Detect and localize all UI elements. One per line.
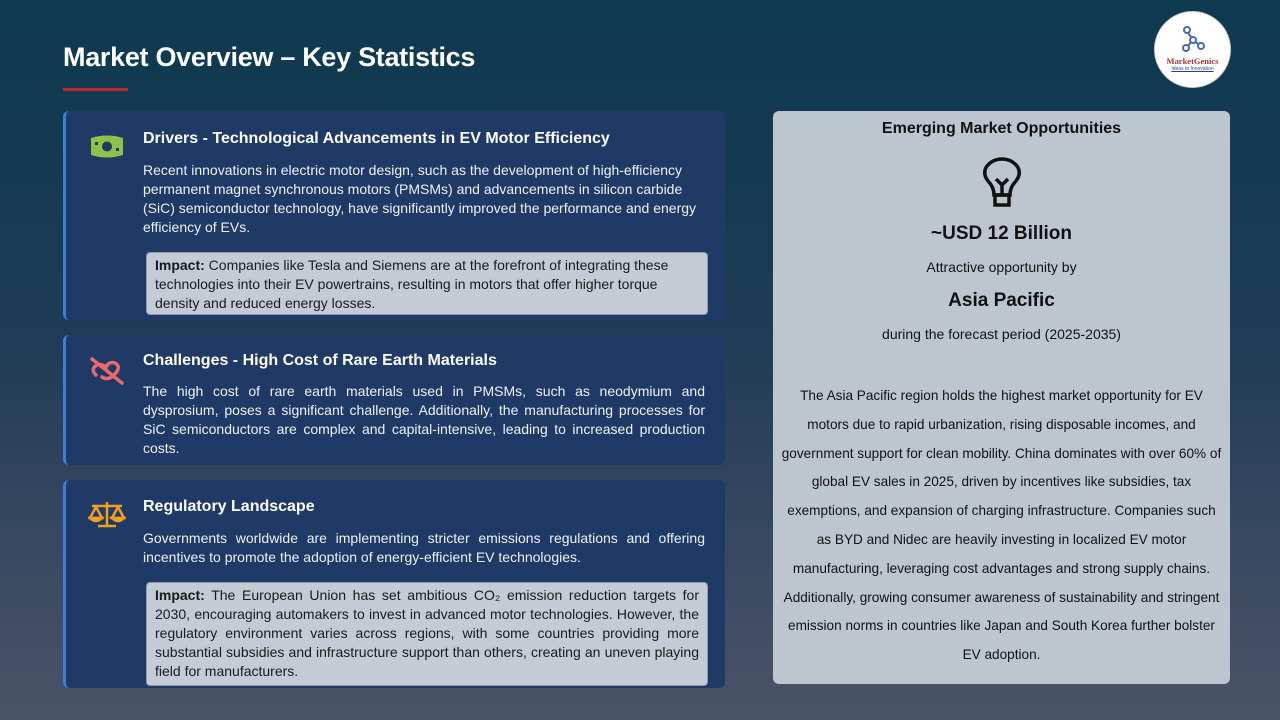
- drivers-card: Drivers - Technological Advancements in …: [63, 111, 725, 320]
- lightbulb-icon: [983, 157, 1021, 207]
- broken-link-icon: [90, 357, 124, 385]
- impact-box: Impact: Companies like Tesla and Siemens…: [146, 252, 708, 315]
- impact-label: Impact:: [155, 257, 205, 273]
- opportunity-panel: Emerging Market Opportunities ~USD 12 Bi…: [773, 111, 1230, 684]
- card-body: Governments worldwide are implementing s…: [143, 530, 705, 565]
- impact-box: Impact: The European Union has set ambit…: [146, 582, 708, 686]
- panel-title: Emerging Market Opportunities: [881, 120, 1122, 137]
- company-logo: MarketGenics Ideas to Innovation: [1154, 11, 1231, 88]
- title-underline: [63, 88, 128, 91]
- card-heading: Drivers - Technological Advancements in …: [143, 130, 610, 147]
- molecule-icon: [1181, 26, 1205, 52]
- impact-text: The European Union has set ambitious CO₂…: [155, 587, 699, 679]
- page-title: Market Overview – Key Statistics: [63, 42, 476, 72]
- logo-name: MarketGenics: [1166, 56, 1219, 66]
- card-body: Recent innovations in electric motor des…: [143, 162, 697, 235]
- scales-icon: [88, 502, 126, 528]
- opportunity-description: The Asia Pacific region holds the highes…: [781, 388, 1222, 663]
- impact-label: Impact:: [155, 587, 205, 603]
- opportunity-by-label: Attractive opportunity by: [926, 259, 1077, 275]
- opportunity-region: Asia Pacific: [948, 290, 1055, 311]
- regulatory-card: Regulatory Landscape Governments worldwi…: [63, 480, 725, 688]
- card-body: The high cost of rare earth materials us…: [143, 383, 705, 456]
- logo-tagline: Ideas to Innovation: [1171, 66, 1214, 72]
- card-heading: Challenges - High Cost of Rare Earth Mat…: [143, 352, 497, 369]
- challenges-card: Challenges - High Cost of Rare Earth Mat…: [63, 335, 725, 465]
- opportunity-value: ~USD 12 Billion: [931, 223, 1072, 244]
- impact-text: Companies like Tesla and Siemens are at …: [155, 257, 669, 311]
- card-heading: Regulatory Landscape: [143, 498, 315, 515]
- forecast-period: during the forecast period (2025-2035): [882, 326, 1121, 342]
- money-bill-icon: [91, 135, 123, 158]
